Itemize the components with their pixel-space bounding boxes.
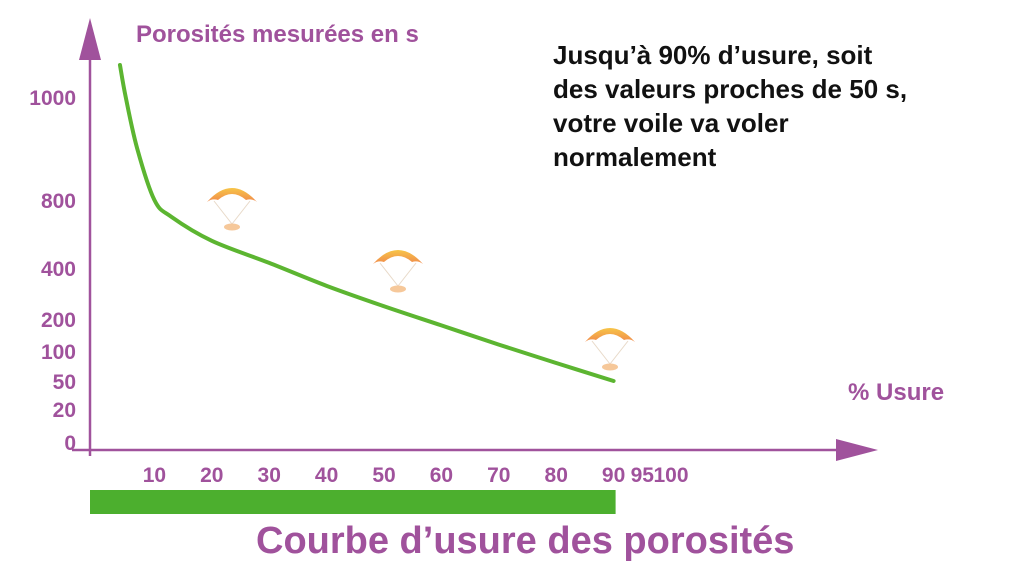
y-tick-label: 400 [41,258,76,281]
x-axis-arrow [836,439,878,461]
x-tick-label: 100 [653,464,688,487]
paraglider-icon [207,188,257,231]
y-axis-arrow [79,18,101,60]
y-tick-label: 20 [53,399,76,422]
y-tick-label: 50 [53,371,76,394]
x-tick-label: 70 [487,464,510,487]
x-tick-label: 20 [200,464,223,487]
x-tick-label: 95 [631,464,655,487]
annotation-line: normalement [553,142,717,172]
paraglider-icon [585,328,635,371]
series-line [117,63,616,383]
x-tick-label: 40 [315,464,338,487]
y-axis-label: Porosités mesurées en s [136,21,419,48]
paraglider-icon [373,250,423,293]
x-tick-label: 80 [545,464,568,487]
x-axis-label: % Usure [848,379,944,406]
annotation-line: des valeurs proches de 50 s, [553,74,908,104]
x-tick-label: 30 [258,464,281,487]
x-tick-label: 60 [430,464,453,487]
y-tick-label: 200 [41,309,76,332]
chart-title: Courbe d’usure des porosités [256,520,795,562]
annotation-text: Jusqu’à 90% d’usure, soit des valeurs pr… [553,38,973,174]
x-tick-label: 50 [372,464,395,487]
y-tick-label: 0 [64,432,76,455]
annotation-line: votre voile va voler [553,108,789,138]
usable-range-bar [90,490,616,514]
y-tick-label: 800 [41,190,76,213]
x-tick-label: 90 [602,464,625,487]
y-tick-label: 1000 [29,87,76,110]
annotation-line: Jusqu’à 90% d’usure, soit [553,40,873,70]
x-tick-label: 10 [143,464,166,487]
y-tick-label: 100 [41,341,76,364]
